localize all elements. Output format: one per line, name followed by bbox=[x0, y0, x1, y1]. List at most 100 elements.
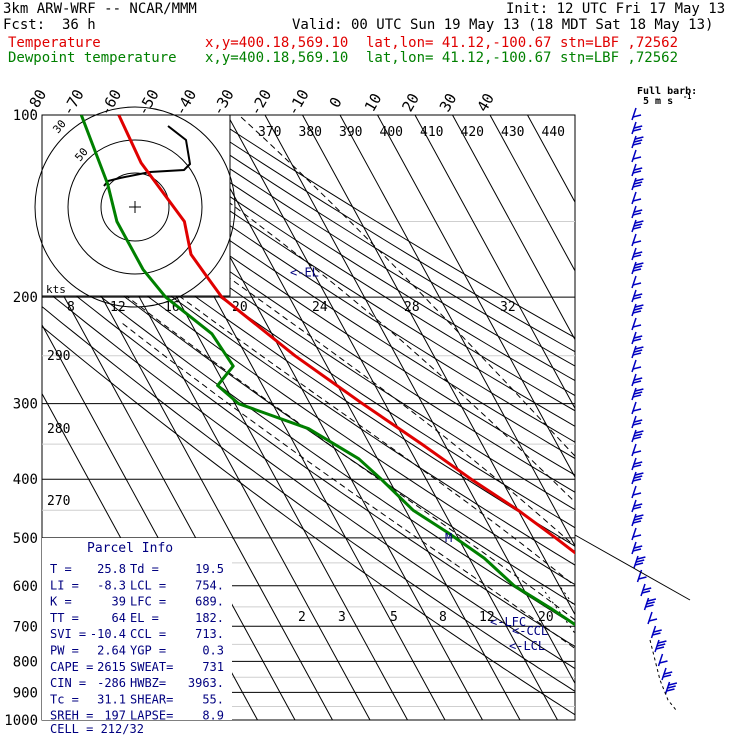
dewpoint-xy: x,y=400.18,569.10 bbox=[205, 50, 349, 66]
wind-barb-flag-22-1 bbox=[634, 419, 643, 423]
parcel-val2-1: 754. bbox=[195, 578, 224, 592]
wind-barb-21 bbox=[631, 401, 637, 415]
wind-barb-flag-32-0 bbox=[634, 562, 644, 566]
dry-adiabat-250 bbox=[42, 325, 575, 716]
dry-adiabat-300 bbox=[42, 232, 575, 606]
wind-barb-flag-33-0 bbox=[638, 576, 647, 580]
parcel-key-7: CIN = bbox=[50, 676, 86, 690]
wind-barb-flag-29-1 bbox=[634, 517, 643, 521]
hodograph-ring-1 bbox=[67, 139, 203, 275]
parcel-val2-3: 182. bbox=[195, 611, 224, 625]
wind-barb-32 bbox=[633, 555, 639, 569]
hodograph-kts-label: kts bbox=[46, 283, 66, 296]
parcel-val-8: 31.1 bbox=[97, 692, 126, 706]
parcel-val-6: 2615 bbox=[97, 660, 126, 674]
mixing-ratio-label-20: 20 bbox=[538, 610, 554, 625]
isotherm-label--20: -20 bbox=[246, 86, 275, 118]
wind-barb-18 bbox=[631, 359, 637, 373]
parcel-key-0: T = bbox=[50, 562, 72, 576]
theta-label-410: 410 bbox=[420, 125, 443, 140]
wind-barb-flag-11-2 bbox=[635, 262, 644, 266]
wind-barb-flag-10-0 bbox=[632, 254, 642, 258]
theta-label-280: 280 bbox=[47, 422, 70, 437]
wind-barb-4 bbox=[631, 163, 637, 177]
wind-barb-2 bbox=[631, 135, 637, 149]
hodograph-speed-12: 12 bbox=[110, 300, 126, 315]
marker-lcl: <-LCL bbox=[509, 639, 545, 653]
wind-barb-flag-4-1 bbox=[634, 167, 643, 171]
parcel-val2-4: 713. bbox=[195, 627, 224, 641]
dry-adiabat-410 bbox=[110, 115, 575, 412]
wind-barb-flag-29-0 bbox=[632, 520, 642, 524]
isotherm--30 bbox=[227, 115, 558, 720]
hodograph-speed-20: 20 bbox=[232, 300, 248, 315]
dry-adiabat-350 bbox=[42, 150, 575, 511]
parcel-key2-5: YGP = bbox=[130, 644, 166, 658]
wind-barb-flag-14-1 bbox=[634, 307, 643, 311]
wind-barb-22 bbox=[631, 415, 637, 429]
parcel-key2-6: SWEAT= bbox=[130, 660, 173, 674]
parcel-key-3: TT = bbox=[50, 611, 79, 625]
wind-barb-27 bbox=[631, 485, 637, 499]
wind-barb-7 bbox=[631, 205, 637, 219]
dry-adiabat-380 bbox=[52, 115, 575, 460]
wind-barb-flag-30-0 bbox=[632, 534, 642, 538]
wind-barb-flag-5-2 bbox=[635, 178, 644, 182]
wind-barb-flag-16-0 bbox=[632, 338, 642, 342]
wind-barb-flag-5-0 bbox=[632, 184, 642, 188]
wind-barb-flag-31-1 bbox=[634, 545, 643, 549]
wind-barb-flag-14-2 bbox=[635, 304, 644, 308]
parcel-key2-2: LFC = bbox=[130, 595, 166, 609]
wind-barb-flag-13-0 bbox=[632, 296, 642, 300]
wind-barb-flag-22-0 bbox=[632, 422, 642, 426]
wind-barb-flag-18-0 bbox=[632, 366, 642, 370]
hodograph-speed-24: 24 bbox=[312, 300, 328, 315]
wind-barb-flag-19-1 bbox=[634, 377, 643, 381]
mixing-ratio-label-12: 12 bbox=[479, 610, 495, 625]
wind-barb-20 bbox=[631, 387, 637, 401]
theta-label-420: 420 bbox=[461, 125, 484, 140]
isotherm--40 bbox=[189, 115, 521, 720]
dry-adiabat-440 bbox=[168, 115, 575, 367]
parcel-box bbox=[42, 538, 232, 720]
dewpoint-legend: Dewpoint temperature bbox=[8, 50, 177, 66]
hodograph-ring-2 bbox=[34, 106, 236, 308]
parcel-cell: CELL = 212/32 bbox=[50, 722, 144, 736]
temperature-xy: x,y=400.18,569.10 bbox=[205, 35, 349, 51]
wind-barb-16 bbox=[631, 331, 637, 345]
wind-barb-flag-2-1 bbox=[634, 139, 643, 143]
marker-el: <-EL bbox=[290, 265, 319, 279]
wind-barb-flag-7-0 bbox=[632, 212, 642, 216]
wind-barb-flag-34-1 bbox=[643, 587, 652, 591]
parcel-key-4: SVI = bbox=[50, 627, 86, 641]
wind-barb-flag-11-0 bbox=[632, 268, 642, 272]
parcel-val2-0: 19.5 bbox=[195, 562, 224, 576]
mixing-ratio-8 bbox=[608, 586, 709, 720]
wind-barb-12 bbox=[631, 275, 637, 289]
wind-barb-flag-24-0 bbox=[632, 450, 642, 454]
init-time: Init: 12 UTC Fri 17 May 13 bbox=[506, 1, 726, 17]
wind-barb-flag-14-0 bbox=[632, 310, 642, 314]
parcel-key-1: LI = bbox=[50, 578, 79, 592]
isotherm-label-30: 30 bbox=[436, 90, 461, 115]
dry-adiabat-420 bbox=[130, 115, 575, 397]
wind-barb-6 bbox=[631, 191, 637, 205]
wind-barb-flag-38-0 bbox=[655, 646, 665, 650]
mixing-ratio-label-3: 3 bbox=[338, 610, 346, 625]
wind-barb-30 bbox=[631, 527, 637, 541]
wind-barb-flag-25-1 bbox=[634, 461, 643, 465]
isotherm--100 bbox=[42, 255, 296, 720]
wind-barb-flag-20-0 bbox=[632, 394, 642, 398]
wind-barb-flag-10-1 bbox=[634, 251, 643, 255]
pressure-label-400: 400 bbox=[13, 472, 38, 488]
marker-m: M bbox=[445, 531, 452, 545]
dewpoint-station: stn=LBF ,72562 bbox=[560, 50, 679, 66]
mixing-ratio-label-5: 5 bbox=[390, 610, 398, 625]
wind-barb-flag-26-0 bbox=[632, 478, 642, 482]
wind-barb-flag-8-0 bbox=[632, 226, 642, 230]
theta-label-440: 440 bbox=[542, 125, 565, 140]
mixing-ratio-3 bbox=[559, 585, 575, 608]
mixing-ratio-20 bbox=[659, 586, 740, 720]
wind-barb-flag-21-0 bbox=[632, 408, 642, 412]
wind-barb-flag-2-0 bbox=[632, 142, 642, 146]
